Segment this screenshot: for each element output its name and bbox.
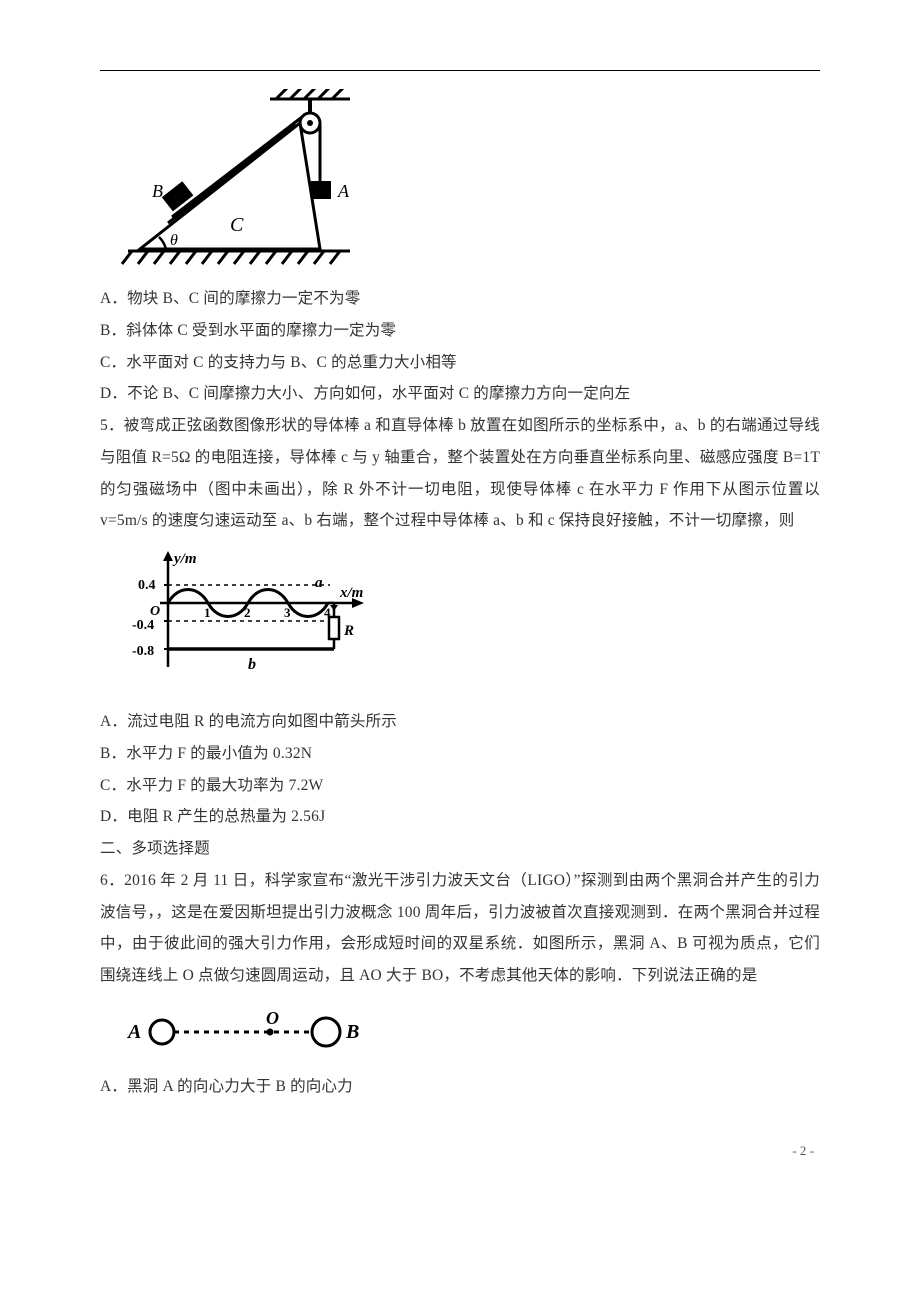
svg-text:A: A: [126, 1021, 141, 1043]
q4-option-a: A．物块 B、C 间的摩擦力一定不为零: [100, 283, 820, 315]
figure-sine-circuit: 0.4 O -0.4 -0.8 y/m x/m 1 2 3 4 a R b: [120, 547, 380, 692]
svg-text:0.4: 0.4: [138, 578, 156, 593]
q4-option-c: C．水平面对 C 的支持力与 B、C 的总重力大小相等: [100, 347, 820, 379]
section-2-heading: 二、多项选择题: [100, 833, 820, 865]
page-container: A B C θ: [0, 0, 920, 1209]
svg-text:O: O: [266, 1008, 279, 1028]
q6-stem: 6．2016 年 2 月 11 日，科学家宣布“激光干涉引力波天文台（LIGO）…: [100, 865, 820, 992]
svg-text:-0.4: -0.4: [132, 618, 154, 633]
svg-text:-0.8: -0.8: [132, 644, 154, 659]
page-number: - 2 -: [100, 1143, 820, 1159]
svg-text:B: B: [152, 181, 163, 201]
svg-text:x/m: x/m: [339, 585, 363, 601]
q5-option-d: D．电阻 R 产生的总热量为 2.56J: [100, 801, 820, 833]
figure-binary-blackholes: A O B: [120, 1002, 380, 1057]
top-rule: [100, 70, 820, 71]
svg-text:B: B: [345, 1021, 359, 1043]
svg-text:O: O: [150, 604, 160, 619]
svg-text:A: A: [337, 181, 350, 201]
svg-text:C: C: [230, 214, 244, 236]
q5-option-a: A．流过电阻 R 的电流方向如图中箭头所示: [100, 706, 820, 738]
q5-option-c: C．水平力 F 的最大功率为 7.2W: [100, 770, 820, 802]
svg-text:θ: θ: [170, 232, 178, 249]
svg-text:a: a: [315, 575, 323, 591]
svg-text:y/m: y/m: [172, 551, 197, 567]
q4-option-b: B．斜体体 C 受到水平面的摩擦力一定为零: [100, 315, 820, 347]
q5-option-b: B．水平力 F 的最小值为 0.32N: [100, 738, 820, 770]
svg-text:R: R: [343, 623, 354, 639]
q6-option-a: A．黑洞 A 的向心力大于 B 的向心力: [100, 1071, 820, 1103]
figure-incline-pulley: A B C θ: [120, 89, 380, 269]
svg-text:b: b: [248, 656, 256, 673]
q5-stem: 5．被弯成正弦函数图像形状的导体棒 a 和直导体棒 b 放置在如图所示的坐标系中…: [100, 410, 820, 537]
q4-option-d: D．不论 B、C 间摩擦力大小、方向如何，水平面对 C 的摩擦力方向一定向左: [100, 378, 820, 410]
